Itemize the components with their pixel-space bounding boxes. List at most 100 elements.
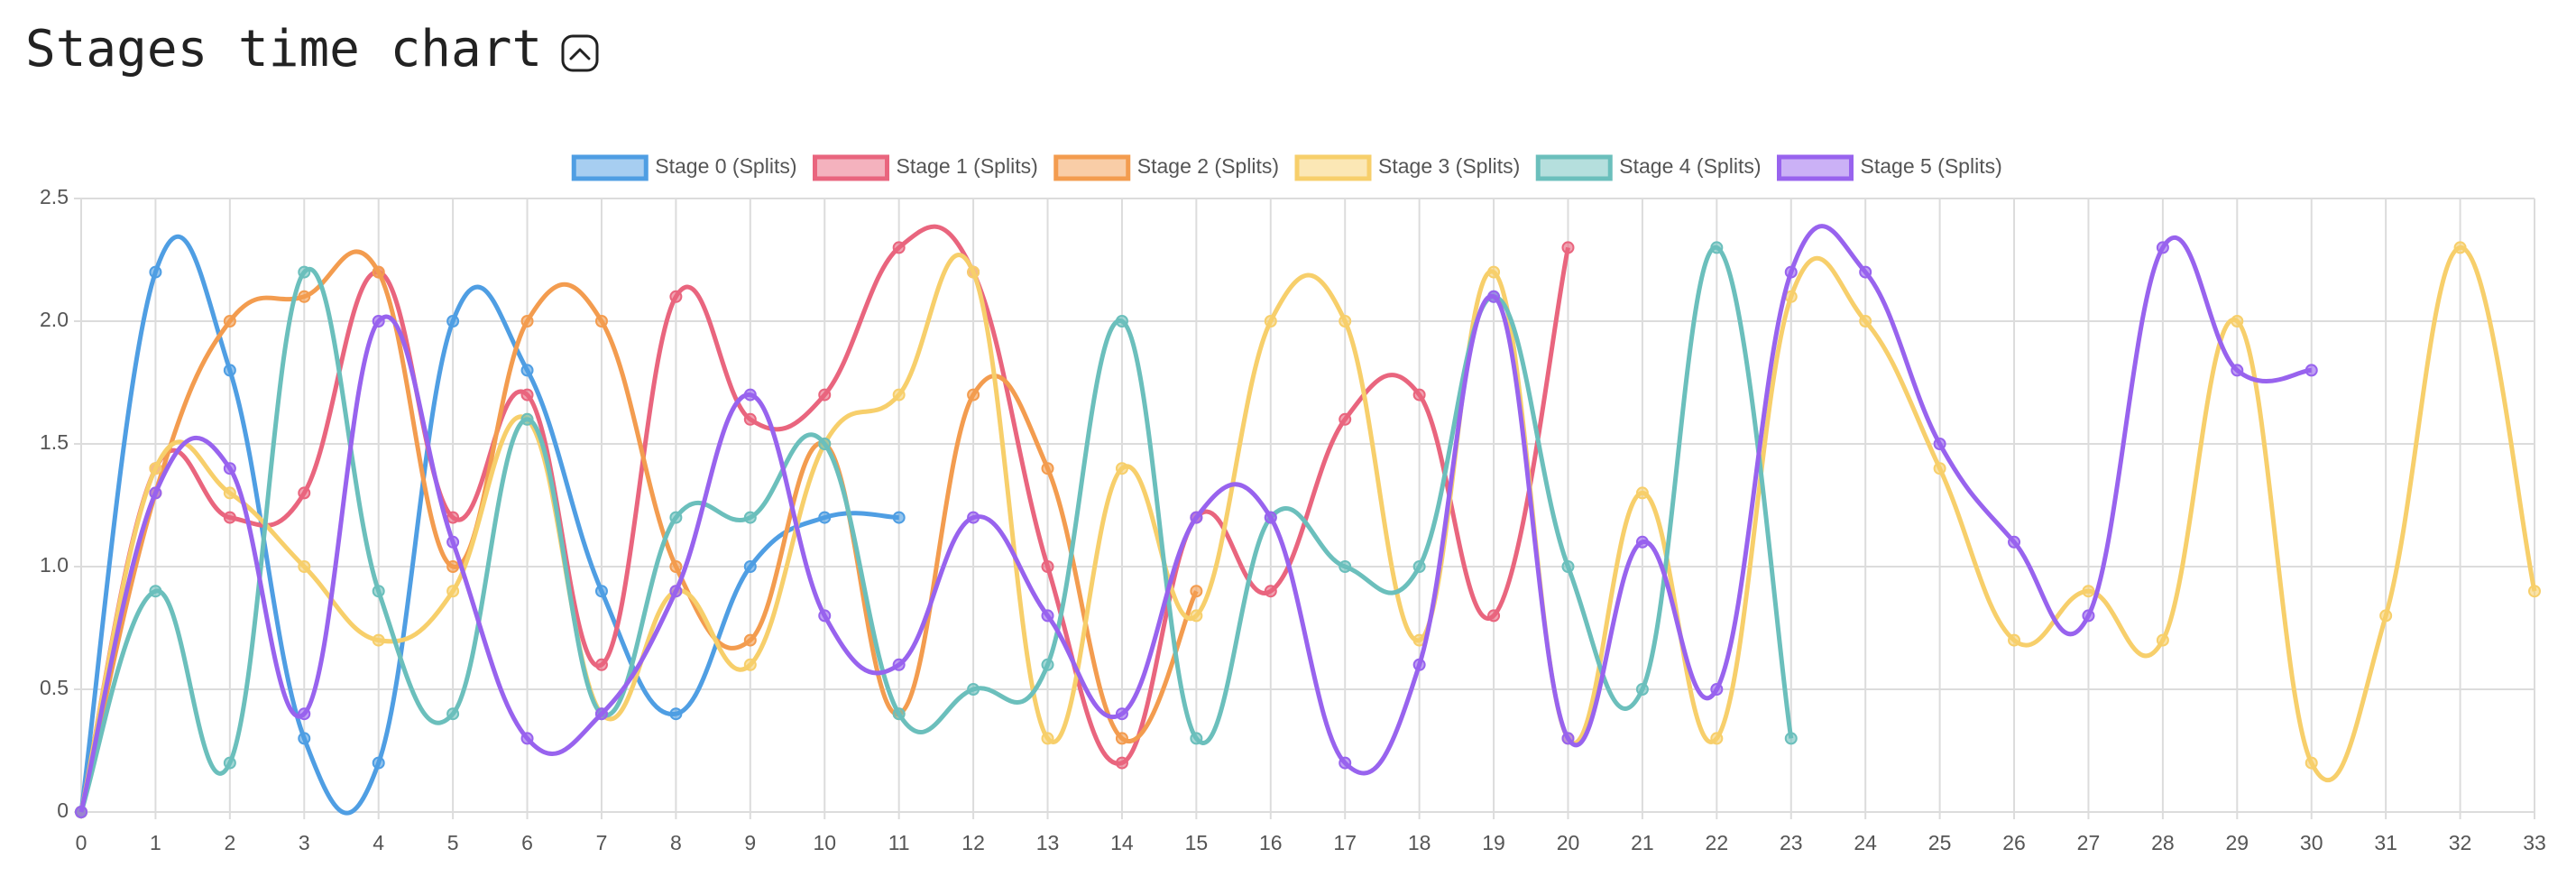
data-point <box>2305 756 2318 770</box>
data-point <box>1190 732 1203 745</box>
data-point <box>1487 265 1501 279</box>
data-point <box>520 732 534 745</box>
data-point <box>594 315 608 328</box>
data-point <box>372 633 385 647</box>
data-point <box>1635 486 1649 500</box>
lines <box>75 224 2541 818</box>
data-point <box>594 707 608 721</box>
y-tick-label: 2.5 <box>40 185 69 208</box>
x-tick-label: 23 <box>1780 831 1803 854</box>
x-tick-label: 24 <box>1854 831 1877 854</box>
x-tick-label: 19 <box>1482 831 1505 854</box>
data-point <box>1339 315 1352 328</box>
series-line <box>78 245 1794 813</box>
data-point <box>223 364 236 377</box>
data-point <box>372 315 385 328</box>
legend-label: Stage 5 (Splits) <box>1861 154 2002 178</box>
data-point <box>594 585 608 598</box>
data-point <box>669 511 683 524</box>
legend-item: Stage 2 (Splits) <box>1053 154 1279 181</box>
data-point <box>223 511 236 524</box>
data-point <box>892 388 906 401</box>
data-point <box>446 511 460 524</box>
data-point <box>1041 609 1054 623</box>
y-tick-label: 2.0 <box>40 308 69 331</box>
x-tick-label: 25 <box>1928 831 1952 854</box>
data-point <box>1561 732 1575 745</box>
data-point <box>1859 315 1872 328</box>
legend-swatch <box>813 154 889 181</box>
data-point <box>2379 609 2393 623</box>
x-tick-label: 28 <box>2151 831 2175 854</box>
data-point <box>967 388 980 401</box>
data-point <box>892 707 906 721</box>
legend-item: Stage 0 (Splits) <box>571 154 797 181</box>
data-point <box>1264 511 1277 524</box>
collapse-button[interactable] <box>561 34 599 72</box>
data-point <box>1339 560 1352 573</box>
data-point <box>1115 756 1128 770</box>
data-point <box>2305 364 2318 377</box>
x-tick-label: 9 <box>744 831 756 854</box>
data-point <box>1264 585 1277 598</box>
data-point <box>892 511 906 524</box>
x-tick-label: 33 <box>2523 831 2546 854</box>
series-line <box>78 224 2312 813</box>
data-point <box>520 412 534 426</box>
y-tick-label: 0 <box>57 798 69 822</box>
data-point <box>2008 535 2021 549</box>
x-tick-label: 12 <box>961 831 985 854</box>
data-point <box>818 609 832 623</box>
series-line <box>78 224 1570 813</box>
x-tick-label: 6 <box>521 831 533 854</box>
data-point <box>2156 241 2169 254</box>
data-point <box>223 315 236 328</box>
y-tick-label: 1.0 <box>40 553 69 577</box>
data-point <box>446 535 460 549</box>
x-tick-label: 26 <box>2002 831 2026 854</box>
data-point <box>446 560 460 573</box>
data-point <box>669 560 683 573</box>
data-point <box>743 560 757 573</box>
data-point <box>967 511 980 524</box>
data-point <box>2528 585 2541 598</box>
x-tick-label: 0 <box>76 831 87 854</box>
legend-swatch <box>1535 154 1613 181</box>
legend-item: Stage 4 (Splits) <box>1535 154 1762 181</box>
x-tick-label: 17 <box>1333 831 1357 854</box>
data-point <box>223 462 236 475</box>
x-tick-label: 16 <box>1259 831 1283 854</box>
legend-label: Stage 3 (Splits) <box>1378 154 1520 178</box>
data-point <box>1710 732 1724 745</box>
x-tick-label: 1 <box>150 831 161 854</box>
data-point <box>1784 265 1798 279</box>
data-point <box>743 511 757 524</box>
data-point <box>1561 560 1575 573</box>
data-point <box>1190 609 1203 623</box>
data-point <box>1933 462 1946 475</box>
data-point <box>1412 658 1426 671</box>
data-point <box>446 315 460 328</box>
y-tick-label: 1.5 <box>40 430 69 454</box>
legend-swatch <box>1777 154 1854 181</box>
x-tick-label: 14 <box>1110 831 1134 854</box>
data-point <box>743 633 757 647</box>
data-point <box>594 658 608 671</box>
data-point <box>743 388 757 401</box>
x-tick-label: 4 <box>373 831 384 854</box>
data-point <box>520 388 534 401</box>
data-point <box>446 585 460 598</box>
data-point <box>1339 412 1352 426</box>
data-point <box>149 585 162 598</box>
data-point <box>1190 511 1203 524</box>
data-point <box>2082 585 2095 598</box>
legend: Stage 0 (Splits) Stage 1 (Splits) Stage 2 … <box>571 154 2002 181</box>
series-line <box>78 249 1199 813</box>
data-point <box>372 585 385 598</box>
x-tick-label: 32 <box>2449 831 2472 854</box>
data-point <box>1115 462 1128 475</box>
data-point <box>1784 290 1798 303</box>
x-tick-label: 21 <box>1631 831 1654 854</box>
data-point <box>223 756 236 770</box>
